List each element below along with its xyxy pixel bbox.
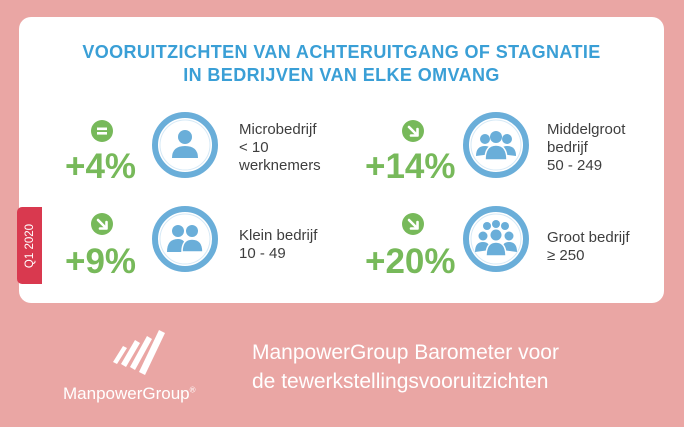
percentage-groot: +20% xyxy=(365,242,456,281)
equal-icon xyxy=(91,120,113,142)
percentage-micro: +4% xyxy=(65,147,137,186)
arrow-down-right-icon xyxy=(402,213,424,235)
tagline-line-1: ManpowerGroup Barometer voor xyxy=(252,341,559,364)
label-line: Microbedrijf xyxy=(239,121,317,138)
label-line: Klein bedrijf xyxy=(239,227,318,244)
tagline-line-2: de tewerkstellingsvooruitzichten xyxy=(252,370,549,393)
manpowergroup-logo-icon xyxy=(105,318,167,381)
large-group-icon xyxy=(463,112,529,183)
title-line-1: VOORUITZICHTEN VAN ACHTERUITGANG OF STAG… xyxy=(82,42,601,62)
label-line: bedrijf xyxy=(547,139,588,156)
single-person-icon xyxy=(152,112,218,183)
label-line: 50 - 249 xyxy=(547,157,603,174)
label-line: Groot bedrijf xyxy=(547,229,630,246)
percentage-klein: +9% xyxy=(65,242,137,281)
label-micro: Microbedrijf < 10 werknemers xyxy=(239,121,321,175)
quarter-tab: Q1 2020 xyxy=(17,207,42,284)
two-persons-icon xyxy=(152,206,218,277)
label-klein: Klein bedrijf 10 - 49 xyxy=(239,227,317,263)
arrow-down-right-icon xyxy=(402,120,424,142)
arrow-down-right-icon xyxy=(91,213,113,235)
brand-text: ManpowerGroup xyxy=(63,384,190,403)
title-line-2: IN BEDRIJVEN VAN ELKE OMVANG xyxy=(183,65,500,85)
label-middelgroot: Middelgroot bedrijf 50 - 249 xyxy=(547,121,625,175)
label-line: ≥ 250 xyxy=(547,247,585,264)
quarter-label: Q1 2020 xyxy=(23,223,36,268)
label-line: Middelgroot xyxy=(547,121,626,138)
label-groot: Groot bedrijf ≥ 250 xyxy=(547,229,630,265)
brand-name: ManpowerGroup® xyxy=(63,384,196,404)
infographic-title: VOORUITZICHTEN VAN ACHTERUITGANG OF STAG… xyxy=(19,41,664,87)
crowd-icon xyxy=(463,206,529,277)
tagline: ManpowerGroup Barometer voor de tewerkst… xyxy=(252,338,559,396)
label-line: < 10 xyxy=(239,139,269,156)
percentage-middelgroot: +14% xyxy=(365,147,456,186)
label-line: 10 - 49 xyxy=(239,245,286,262)
registered-mark: ® xyxy=(189,385,196,395)
label-line: werknemers xyxy=(239,157,321,174)
infographic-card: VOORUITZICHTEN VAN ACHTERUITGANG OF STAG… xyxy=(19,17,664,303)
